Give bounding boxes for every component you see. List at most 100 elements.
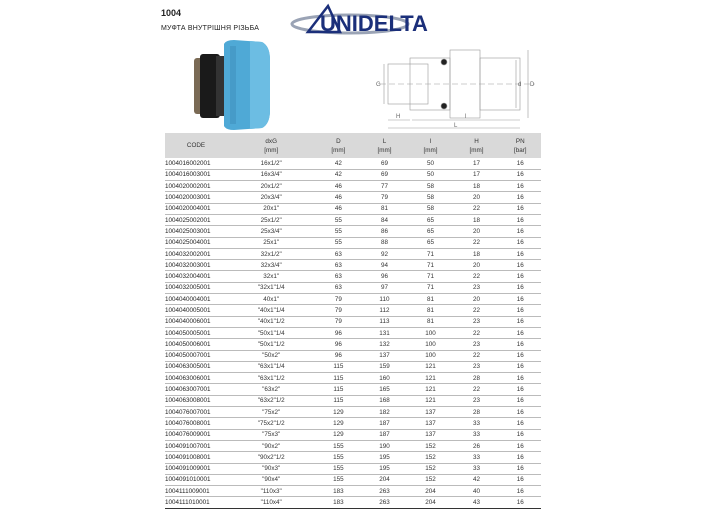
table-cell: 16 [516, 250, 524, 258]
table-cell: 16 [516, 171, 524, 179]
table-row: 1004016003001 16x3/4" 42 69 50 17 16 [165, 169, 541, 181]
label-g: G [376, 82, 381, 88]
table-cell: 131 [379, 329, 390, 337]
table-cell: 84 [380, 216, 388, 224]
table-cell: 16 [516, 295, 524, 303]
table-cell: 137 [425, 408, 436, 416]
table-cell: 16 [516, 442, 524, 450]
table-row: 1004032002001 32x1/2" 63 92 71 18 16 [165, 248, 541, 260]
table-cell: 88 [380, 239, 388, 247]
table-cell: 16 [516, 453, 524, 461]
table-cell: 168 [379, 397, 390, 405]
table-cell: 100 [425, 329, 436, 337]
table-cell: "90x3" [262, 465, 281, 473]
table-cell: 20 [473, 261, 481, 269]
table-cell: 187 [379, 431, 390, 439]
table-cell: 121 [425, 374, 436, 382]
table-cell: 50 [426, 171, 434, 179]
label-l: l [465, 114, 466, 120]
column-name: dxG [265, 137, 277, 145]
table-cell: 1004040006001 [165, 318, 211, 326]
table-cell: 20 [473, 194, 481, 202]
table-row: 1004063006001 "63x1"1/2 115 160 121 28 16 [165, 373, 541, 384]
table-cell: 1004016002001 [165, 159, 211, 167]
column-header: L [mm] [361, 133, 407, 158]
table-cell: 20x1" [263, 205, 280, 213]
table-row: 1004076009001 "75x3" 129 187 137 33 16 [165, 429, 541, 441]
table-cell: 1004020002001 [165, 182, 211, 190]
table-cell: 16 [516, 352, 524, 360]
table-row: 1004040004001 40x1" 79 110 81 20 16 [165, 294, 541, 305]
table-cell: 121 [425, 363, 436, 371]
table-cell: 25x1/2" [260, 216, 282, 224]
table-cell: 204 [425, 487, 436, 495]
table-cell: 16 [516, 340, 524, 348]
table-cell: 1004111010001 [165, 499, 210, 507]
table-row: 1004032005001 "32x1"1/4 63 97 71 23 16 [165, 282, 541, 294]
table-cell: 17 [473, 171, 481, 179]
table-cell: 1004063006001 [165, 374, 211, 382]
table-cell: 129 [333, 408, 344, 416]
table-row: 1004032003001 32x3/4" 63 94 71 20 16 [165, 260, 541, 271]
table-cell: 165 [379, 386, 390, 394]
table-cell: 16 [516, 159, 524, 167]
table-row: 1004091010001 "90x4" 155 204 152 42 16 [165, 474, 541, 486]
table-cell: 33 [473, 453, 481, 461]
table-row: 1004025002001 25x1/2" 55 84 65 18 16 [165, 214, 541, 226]
table-cell: "90x2"1/2 [257, 453, 285, 461]
table-cell: 20 [473, 227, 481, 235]
table-cell: 71 [426, 284, 434, 292]
table-cell: 22 [473, 239, 481, 247]
table-cell: 137 [425, 431, 436, 439]
table-cell: 77 [380, 182, 388, 190]
table-row: 1004025004001 25x1" 55 88 65 22 16 [165, 237, 541, 249]
table-cell: 63 [334, 261, 342, 269]
table-cell: 58 [426, 205, 434, 213]
table-cell: 1004025002001 [165, 216, 211, 224]
table-cell: 100 [425, 352, 436, 360]
table-cell: 1004076007001 [165, 408, 211, 416]
table-cell: 16 [516, 363, 524, 371]
table-row: 1004111010001 "110x4" 183 263 204 43 16 [165, 497, 541, 509]
table-cell: 16 [516, 216, 524, 224]
table-cell: 16 [516, 318, 524, 326]
table-cell: 16 [516, 273, 524, 281]
table-cell: "63x2" [262, 386, 281, 394]
table-cell: 81 [380, 205, 388, 213]
table-cell: "63x1"1/2 [257, 374, 285, 382]
table-cell: "75x2"1/2 [257, 419, 285, 427]
table-cell: 152 [425, 476, 436, 484]
column-name: D [336, 137, 341, 145]
table-cell: 46 [334, 205, 342, 213]
table-cell: 1004111009001 [165, 487, 210, 495]
table-cell: "110x3" [260, 487, 282, 495]
logo-triangle-icon [305, 3, 342, 34]
table-cell: 182 [379, 408, 390, 416]
table-row: 1004076007001 "75x2" 129 182 137 28 16 [165, 407, 541, 418]
table-cell: 25x3/4" [260, 227, 282, 235]
table-cell: 16 [516, 205, 524, 213]
table-cell: 1004032004001 [165, 273, 211, 281]
table-cell: 32x3/4" [260, 261, 282, 269]
table-cell: 65 [426, 216, 434, 224]
table-cell: 121 [425, 386, 436, 394]
table-cell: 1004091007001 [165, 442, 211, 450]
table-row: 1004063005001 "63x1"1/4 115 159 121 23 16 [165, 361, 541, 373]
table-cell: 23 [473, 340, 481, 348]
unidelta-logo: UNIDELTA [290, 3, 428, 36]
table-cell: 58 [426, 194, 434, 202]
table-cell: 63 [334, 250, 342, 258]
table-cell: 96 [334, 340, 342, 348]
table-cell: 112 [379, 307, 390, 314]
table-cell: "32x1"1/4 [257, 284, 285, 292]
column-unit: [mm] [331, 146, 346, 154]
column-header: PN [bar] [500, 133, 541, 158]
table-cell: "75x3" [262, 431, 281, 439]
table-cell: 16 [516, 284, 524, 292]
table-cell: 28 [473, 408, 481, 416]
table-cell: "110x4" [260, 499, 282, 507]
table-cell: 113 [379, 318, 390, 326]
table-cell: 155 [333, 476, 344, 484]
table-cell: 159 [379, 363, 390, 371]
column-unit: [mm] [469, 146, 484, 154]
